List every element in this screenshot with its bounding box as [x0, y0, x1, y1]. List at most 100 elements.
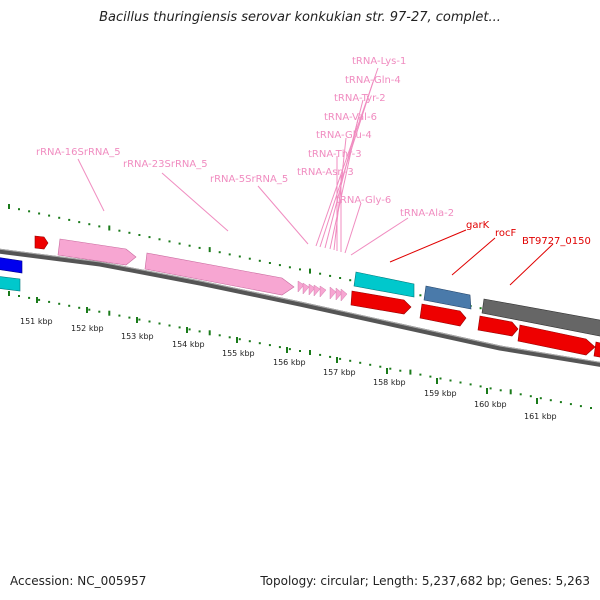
gc-dot: [389, 367, 392, 370]
gc-dot: [459, 381, 462, 384]
cds-red-arrow[interactable]: [34, 235, 49, 250]
cds-gray-feature[interactable]: [481, 298, 600, 337]
gc-dot: [419, 373, 422, 376]
scale-tick: [136, 317, 138, 323]
gc-dot: [549, 399, 552, 402]
gc-dot: [359, 361, 362, 364]
cds-blue-feature[interactable]: [0, 257, 23, 274]
trna-cluster: [297, 280, 348, 302]
gc-dot: [68, 218, 71, 221]
gc-dot: [429, 375, 432, 378]
scale-label: 157 kbp: [323, 368, 356, 377]
gc-dot: [148, 236, 151, 239]
rrna-23s-feature[interactable]: [144, 252, 295, 296]
cds-red-feature[interactable]: [517, 324, 596, 356]
scale-tick: [286, 347, 288, 353]
topology-summary: Topology: circular; Length: 5,237,682 bp…: [260, 574, 590, 588]
gc-content-track-inner: [8, 291, 592, 409]
trna-arrow[interactable]: [302, 282, 310, 295]
gc-dot: [329, 355, 332, 358]
gc-dot: [278, 346, 281, 349]
gc-dot: [329, 274, 332, 277]
feature-label: tRNA-Thr-3: [308, 149, 362, 160]
gc-dot: [8, 291, 10, 296]
feature-label: tRNA-Ala-2: [400, 208, 454, 219]
cds-cyan-feature[interactable]: [0, 276, 21, 292]
gc-dot: [349, 359, 352, 362]
gc-dot: [278, 264, 281, 267]
gc-dot: [248, 340, 251, 343]
gc-dot: [319, 353, 322, 356]
feature-label: tRNA-Gly-6: [336, 195, 391, 206]
gc-dot: [529, 395, 532, 398]
gc-dot: [319, 272, 322, 275]
map-title: Bacillus thuringiensis serovar konkukian…: [99, 10, 501, 25]
scale-label: 155 kbp: [222, 349, 255, 358]
feature-label: tRNA-Lys-1: [352, 56, 406, 67]
gc-dot: [559, 401, 562, 404]
trna-arrow[interactable]: [313, 284, 321, 297]
gc-dot: [48, 214, 51, 217]
gc-dot: [399, 369, 402, 372]
gc-dot: [88, 223, 91, 226]
gc-dot: [178, 242, 181, 245]
gc-dot: [78, 221, 81, 224]
gc-dot: [128, 231, 131, 234]
cds-red-feature[interactable]: [350, 290, 412, 315]
gc-dot: [409, 369, 412, 375]
gc-dot: [519, 393, 522, 396]
gc-dot: [118, 314, 121, 317]
connector-line: [344, 202, 362, 254]
gc-dot: [158, 238, 161, 241]
gc-dot: [68, 304, 71, 307]
feature-label: tRNA-Tyr-2: [334, 93, 386, 104]
feature-label: tRNA-Asn-3: [297, 167, 354, 178]
cds-steel-feature[interactable]: [423, 285, 472, 310]
gc-dot: [148, 320, 151, 323]
gc-dot: [268, 262, 271, 264]
gc-dot: [138, 318, 141, 321]
feature-label: rRNA-23SrRNA_5: [123, 159, 208, 170]
gc-dot: [379, 365, 382, 368]
gc-dot: [18, 208, 20, 211]
gc-dot: [309, 350, 311, 355]
cds-red-feature[interactable]: [419, 303, 467, 327]
trna-arrow[interactable]: [335, 287, 343, 301]
feature-label: rRNA-5SrRNA_5: [210, 174, 288, 185]
accession-text: Accession: NC_005957: [10, 574, 147, 588]
rrna-16s-feature[interactable]: [57, 238, 137, 266]
gc-dot: [539, 397, 542, 400]
gc-dot: [138, 234, 141, 236]
gc-dot: [288, 266, 291, 269]
gc-dot: [479, 307, 482, 310]
cds-red-feature[interactable]: [477, 315, 519, 337]
gc-dot: [168, 240, 171, 243]
gc-dot: [98, 225, 101, 228]
trna-arrow[interactable]: [297, 280, 305, 293]
connector-line: [451, 237, 496, 276]
scale-tick: [36, 297, 38, 303]
gc-dot: [98, 310, 101, 313]
trna-arrow[interactable]: [340, 288, 348, 302]
gc-dot: [218, 334, 221, 337]
trna-arrow[interactable]: [308, 283, 316, 296]
connector-line: [161, 172, 229, 232]
cds-cyan-feature[interactable]: [353, 271, 415, 298]
scale-label: 151 kbp: [20, 317, 53, 326]
scale-label: 153 kbp: [121, 332, 154, 341]
scale-label: 156 kbp: [273, 358, 306, 367]
cds-red-feature[interactable]: [593, 341, 600, 358]
gc-dot: [28, 210, 31, 213]
gc-dot: [309, 268, 311, 274]
gc-dot: [228, 336, 231, 339]
feature-label: tRNA-Gln-4: [345, 75, 401, 86]
connector-line: [509, 243, 554, 286]
trna-arrow[interactable]: [319, 285, 327, 298]
gc-dot: [198, 246, 201, 249]
gc-dot: [158, 322, 161, 325]
trna-arrow[interactable]: [329, 286, 337, 300]
scale-tick: [186, 327, 188, 333]
scale-label: 158 kbp: [373, 378, 406, 387]
gc-dot: [238, 338, 241, 341]
